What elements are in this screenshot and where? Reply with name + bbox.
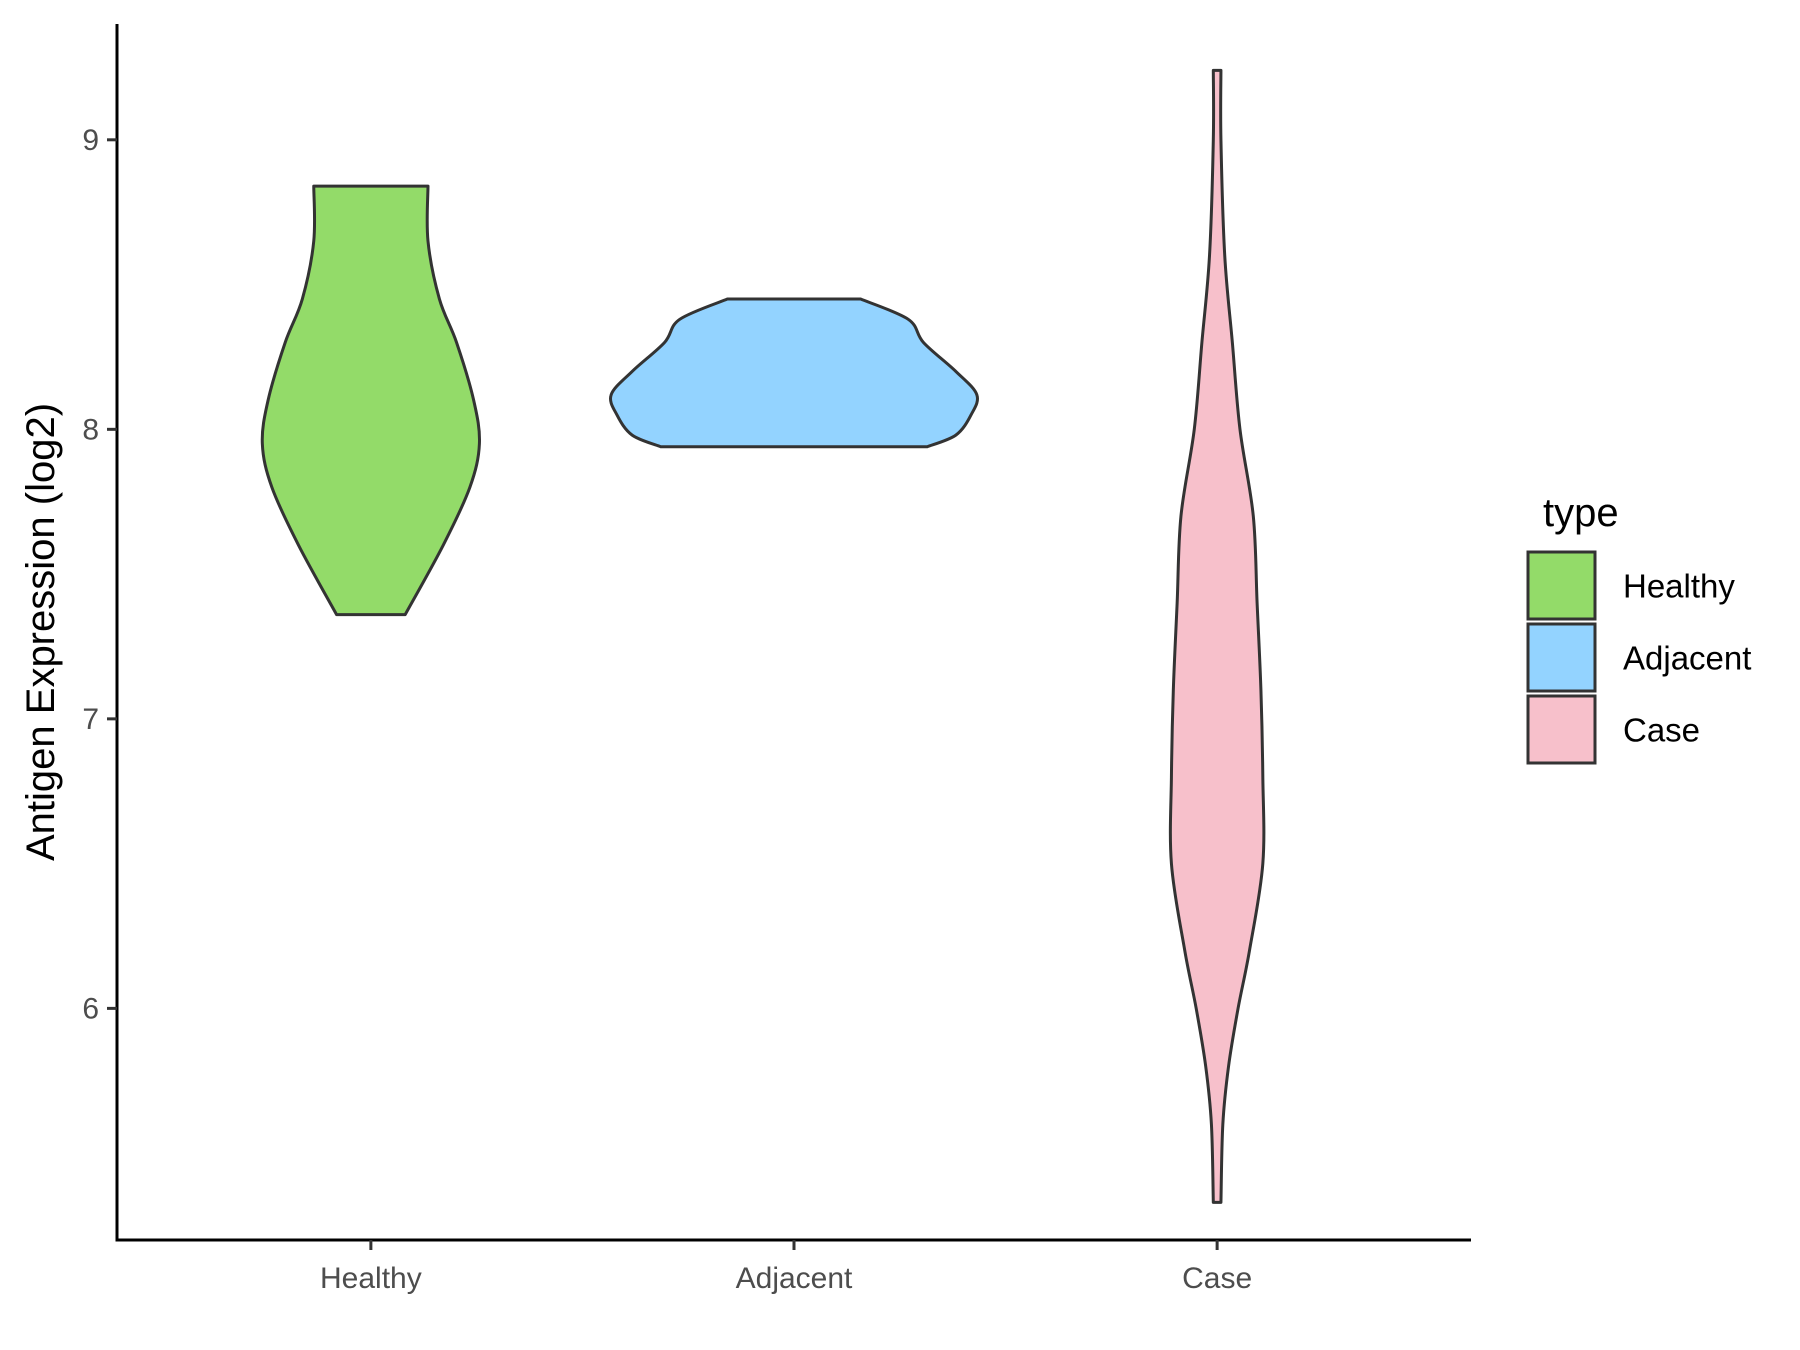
x-tick-label: Case bbox=[1182, 1262, 1252, 1295]
legend-key-case bbox=[1526, 694, 1597, 765]
y-tick-label: 8 bbox=[82, 413, 99, 446]
y-tick-label: 6 bbox=[82, 992, 99, 1025]
y-ticks: 6 7 8 9 bbox=[82, 124, 117, 1025]
x-ticks: Healthy Adjacent Case bbox=[320, 1240, 1252, 1295]
legend-label-case: Case bbox=[1623, 712, 1700, 749]
y-axis-title: Antigen Expression (log2) bbox=[19, 403, 63, 861]
legend-label-healthy: Healthy bbox=[1623, 568, 1735, 605]
violin-case bbox=[1168, 68, 1266, 1204]
violin-healthy bbox=[260, 184, 481, 617]
y-tick-label: 9 bbox=[82, 124, 99, 157]
x-tick-label: Adjacent bbox=[736, 1262, 853, 1295]
legend-label-adjacent: Adjacent bbox=[1623, 640, 1751, 677]
y-tick-label: 7 bbox=[82, 703, 99, 736]
violin-adjacent bbox=[609, 297, 979, 449]
x-tick-label: Healthy bbox=[320, 1262, 422, 1295]
legend-key-healthy bbox=[1526, 550, 1597, 621]
legend-title: type bbox=[1543, 491, 1619, 535]
violins-layer bbox=[260, 68, 1266, 1204]
legend-key-adjacent bbox=[1526, 622, 1597, 693]
legend: type Healthy Adjacent Case bbox=[1526, 491, 1751, 765]
